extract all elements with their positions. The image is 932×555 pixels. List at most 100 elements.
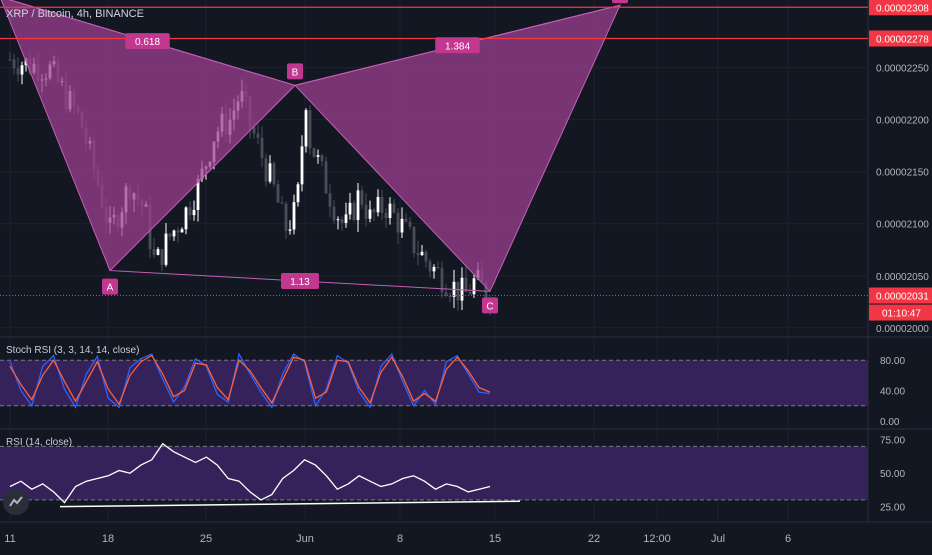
pattern-point-marker: [482, 297, 498, 314]
pattern-ratio-label: 1.384: [445, 41, 470, 52]
x-tick-label: 15: [489, 533, 501, 545]
candle-body: [156, 249, 160, 255]
rsi-y-tick-label: 50.00: [880, 469, 905, 480]
y-tick-label: 0.00002050: [876, 272, 929, 283]
stoch-band: [0, 360, 868, 406]
candle-body: [256, 133, 260, 138]
x-tick-label: 22: [588, 533, 600, 545]
candle-body: [412, 226, 416, 254]
candle-body: [320, 155, 324, 162]
x-tick-label: 12:00: [643, 533, 671, 545]
candle-body: [348, 202, 352, 215]
candle-body: [272, 163, 276, 185]
stoch-series-line: [9, 352, 491, 409]
candle-body: [280, 202, 284, 204]
rsi-trendline: [59, 500, 521, 508]
stoch-y-tick-label: 40.00: [880, 387, 905, 398]
candle-body: [196, 178, 200, 210]
rsi-y-tick-label: 25.00: [880, 503, 905, 514]
candle-body: [152, 249, 156, 255]
chart-title: XRP / Bitcoin, 4h, BINANCE: [6, 8, 144, 20]
candle-body: [396, 212, 400, 233]
pattern-ratio-box: [281, 272, 319, 289]
candle-body: [448, 295, 452, 297]
candle-body: [284, 203, 288, 231]
candle-body: [184, 207, 188, 230]
candle-body: [468, 291, 472, 295]
candle-body: [328, 193, 332, 207]
candle-body: [168, 233, 172, 237]
candle-body: [352, 202, 356, 221]
pattern-ratio-box: [435, 37, 480, 54]
candle-body: [176, 230, 180, 233]
y-tick-label: 0.00002200: [876, 116, 929, 127]
candle-body: [420, 251, 424, 256]
price-line-tag: [869, 30, 932, 47]
x-tick-label: 18: [102, 533, 114, 545]
candle-body: [424, 251, 428, 262]
candle-body: [180, 229, 184, 233]
candle-body: [384, 212, 388, 218]
x-tick-label: 25: [200, 533, 212, 545]
candle-body: [432, 266, 436, 272]
candle-body: [472, 278, 476, 295]
candle-body: [460, 277, 464, 301]
candle-body: [312, 148, 316, 157]
candle-body: [364, 204, 368, 219]
x-tick-label: 6: [785, 533, 791, 545]
candle-body: [356, 190, 360, 221]
pattern-point-marker: [102, 278, 118, 295]
x-tick-label: 8: [397, 533, 403, 545]
pattern-ratio-box: [125, 33, 170, 50]
pattern-point-label: D: [616, 0, 623, 2]
price-line-tag: [869, 0, 932, 16]
candle-body: [264, 158, 268, 182]
candle-body: [188, 207, 192, 216]
stoch-rsi-label: Stoch RSI (3, 3, 14, 14, close): [6, 345, 140, 356]
pattern-point-label: A: [107, 283, 114, 294]
candle-body: [464, 277, 468, 292]
candle-body: [404, 218, 408, 222]
price-line-tag-label: 0.00002308: [876, 3, 929, 14]
candle-body: [408, 221, 412, 227]
candle-body: [164, 233, 168, 265]
candle-body: [8, 59, 12, 61]
candle-body: [268, 163, 272, 182]
candle-body: [400, 218, 404, 233]
candle-body: [344, 214, 348, 223]
pattern-point-label: C: [486, 301, 493, 312]
candle-body: [276, 184, 280, 203]
candle-body: [288, 229, 292, 231]
pattern-ratio-label: 1.13: [290, 277, 310, 288]
candle-body: [376, 196, 380, 213]
candle-body: [304, 110, 308, 147]
candle-body: [296, 184, 300, 203]
candle-body: [260, 137, 264, 159]
candle-body: [360, 190, 364, 205]
candle-body: [20, 65, 24, 75]
stoch-series-line: [9, 354, 491, 406]
candle-body: [252, 126, 256, 134]
rsi-label: RSI (14, close): [6, 437, 73, 448]
pattern-point-label: B: [292, 67, 299, 78]
rsi-band: [0, 446, 868, 500]
candle-body: [16, 68, 20, 75]
stoch-y-tick-label: 80.00: [880, 356, 905, 367]
candle-body: [392, 203, 396, 213]
candle-body: [336, 219, 340, 221]
price-line-tag-label: 0.00002278: [876, 35, 929, 46]
y-tick-label: 0.00002250: [876, 64, 929, 75]
y-tick-label: 0.00002150: [876, 168, 929, 179]
rsi-y-tick-label: 75.00: [880, 436, 905, 447]
candle-body: [172, 230, 176, 237]
current-price-tag: [869, 287, 932, 304]
tradingview-logo-icon[interactable]: [3, 489, 29, 515]
candle-body: [160, 249, 164, 265]
y-tick-label: 0.00002000: [876, 324, 929, 335]
pattern-point-marker: [287, 63, 303, 80]
candle-body: [416, 253, 420, 256]
current-price-label: 0.00002031: [876, 292, 929, 303]
candle-body: [292, 202, 296, 230]
candle-body: [12, 59, 16, 69]
